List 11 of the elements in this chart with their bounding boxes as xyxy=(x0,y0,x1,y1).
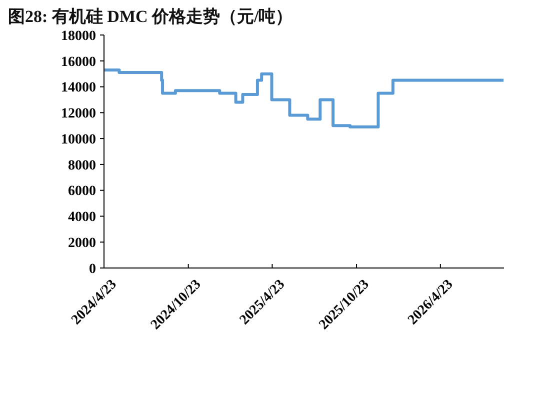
chart-title: 图28: 有机硅 DMC 价格走势（元/吨） xyxy=(8,7,293,26)
y-tick-label: 0 xyxy=(89,262,96,277)
y-tick-label: 18000 xyxy=(61,28,96,44)
y-tick-label: 4000 xyxy=(68,210,96,226)
y-tick-label: 16000 xyxy=(61,54,96,70)
y-tick-label: 2000 xyxy=(68,236,96,252)
y-tick-label: 10000 xyxy=(61,132,96,148)
y-tick-label: 8000 xyxy=(68,158,96,174)
y-tick-label: 12000 xyxy=(61,106,96,122)
y-tick-label: 14000 xyxy=(61,80,96,96)
y-tick-label: 6000 xyxy=(68,184,96,200)
